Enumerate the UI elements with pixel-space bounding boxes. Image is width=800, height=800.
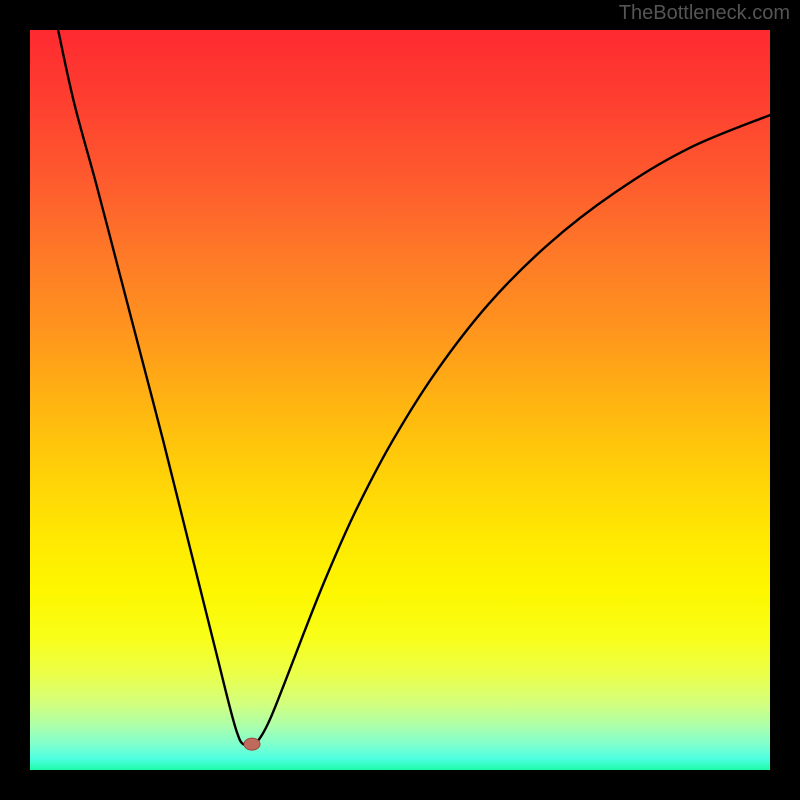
watermark-text: TheBottleneck.com: [619, 2, 790, 25]
gradient-background: [30, 30, 770, 770]
chart-container: TheBottleneck.com: [0, 0, 800, 800]
plot-area: [30, 30, 770, 770]
